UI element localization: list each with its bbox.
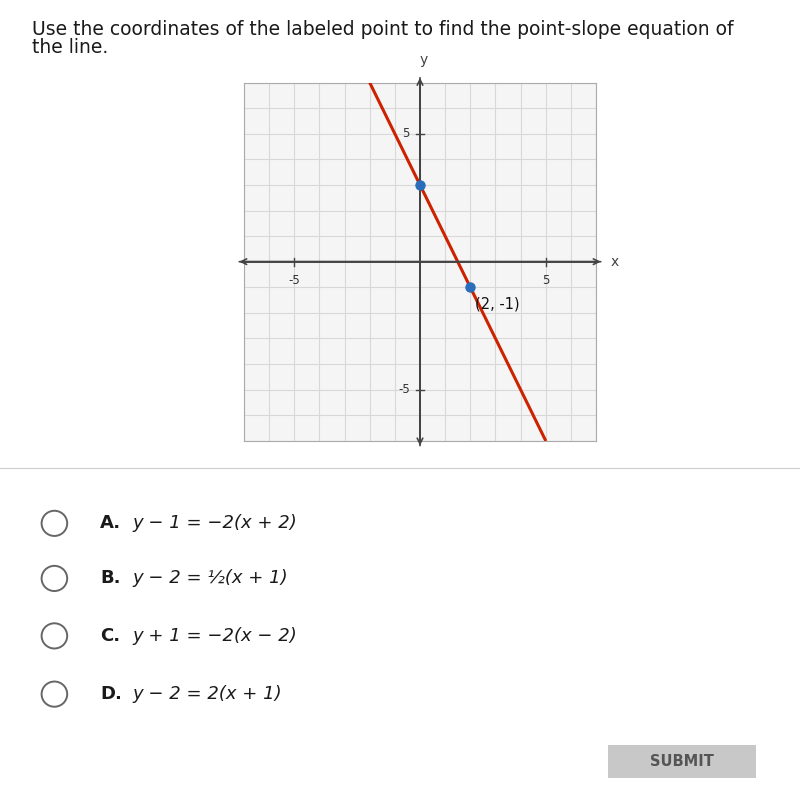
Text: 5: 5: [542, 275, 550, 287]
Text: A.: A.: [100, 515, 121, 532]
Text: (2, -1): (2, -1): [475, 296, 520, 311]
Text: y − 2 = 2(x + 1): y − 2 = 2(x + 1): [132, 685, 282, 703]
Text: D.: D.: [100, 685, 122, 703]
Text: y − 2 = ½(x + 1): y − 2 = ½(x + 1): [132, 570, 288, 587]
Text: -5: -5: [289, 275, 300, 287]
Text: x: x: [611, 255, 619, 268]
Text: y + 1 = −2(x − 2): y + 1 = −2(x − 2): [132, 627, 297, 645]
Text: 5: 5: [402, 127, 410, 140]
Text: C.: C.: [100, 627, 120, 645]
Text: B.: B.: [100, 570, 121, 587]
Text: the line.: the line.: [32, 38, 108, 57]
Text: -5: -5: [398, 383, 410, 396]
Text: y: y: [420, 54, 428, 67]
Text: y − 1 = −2(x + 2): y − 1 = −2(x + 2): [132, 515, 297, 532]
Text: SUBMIT: SUBMIT: [650, 753, 714, 769]
Text: Use the coordinates of the labeled point to find the point-slope equation of: Use the coordinates of the labeled point…: [32, 20, 734, 39]
